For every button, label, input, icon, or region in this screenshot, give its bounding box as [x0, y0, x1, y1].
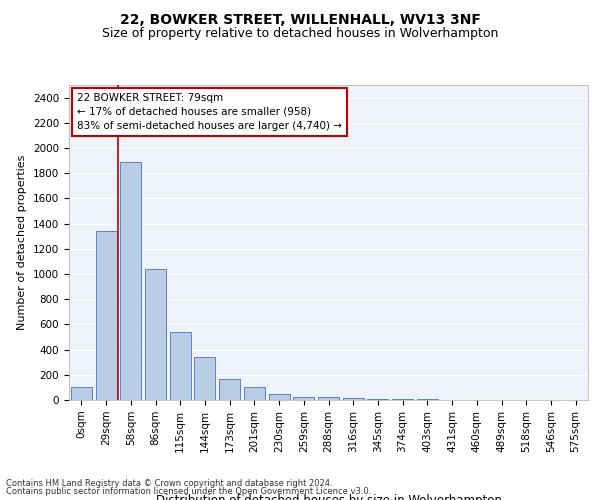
- Bar: [145, 269, 166, 400]
- Text: Size of property relative to detached houses in Wolverhampton: Size of property relative to detached ho…: [102, 28, 498, 40]
- Bar: [244, 388, 265, 400]
- Bar: [71, 388, 92, 400]
- Bar: [194, 357, 215, 400]
- Bar: [367, 398, 388, 400]
- Bar: [95, 231, 116, 400]
- Text: Contains public sector information licensed under the Open Government Licence v3: Contains public sector information licen…: [6, 487, 371, 496]
- Bar: [318, 398, 339, 400]
- Bar: [293, 397, 314, 400]
- Text: Contains HM Land Registry data © Crown copyright and database right 2024.: Contains HM Land Registry data © Crown c…: [6, 478, 332, 488]
- Bar: [269, 394, 290, 400]
- Y-axis label: Number of detached properties: Number of detached properties: [17, 155, 28, 330]
- Text: 22 BOWKER STREET: 79sqm
← 17% of detached houses are smaller (958)
83% of semi-d: 22 BOWKER STREET: 79sqm ← 17% of detache…: [77, 93, 342, 131]
- X-axis label: Distribution of detached houses by size in Wolverhampton: Distribution of detached houses by size …: [155, 494, 502, 500]
- Bar: [343, 398, 364, 400]
- Bar: [170, 332, 191, 400]
- Bar: [219, 379, 240, 400]
- Bar: [120, 162, 141, 400]
- Text: 22, BOWKER STREET, WILLENHALL, WV13 3NF: 22, BOWKER STREET, WILLENHALL, WV13 3NF: [119, 12, 481, 26]
